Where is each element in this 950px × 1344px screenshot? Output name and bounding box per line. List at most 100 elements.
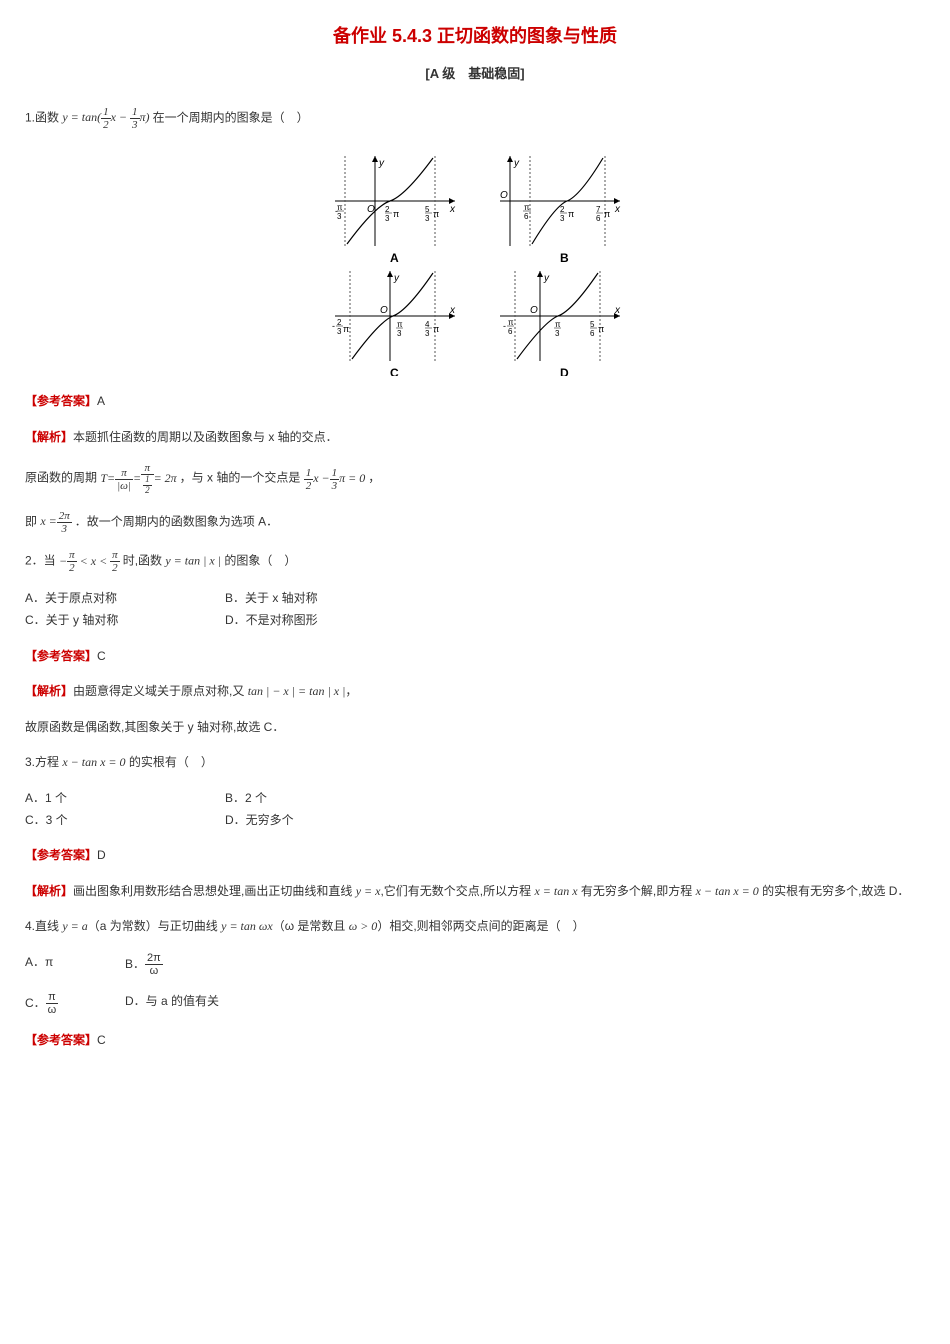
d: 12 — [141, 475, 154, 496]
d: 2 — [67, 562, 77, 574]
q3-exp: 【解析】画出图象利用数形结合思想处理,画出正切曲线和直线 y = x,它们有无数… — [25, 881, 925, 903]
q1-stem-pre: 1.函数 — [25, 110, 62, 124]
d: 2 — [304, 480, 314, 492]
txt: 2．当 — [25, 554, 59, 568]
svg-text:π: π — [524, 203, 530, 212]
d: 3 — [57, 523, 72, 535]
q2-options: A．关于原点对称B．关于 x 轴对称 C．关于 y 轴对称D．不是对称图形 — [25, 588, 925, 631]
svg-text:3: 3 — [385, 214, 390, 223]
opt-a: A．1 个 — [25, 788, 225, 810]
svg-text:2: 2 — [337, 318, 342, 327]
opt-c: C．关于 y 轴对称 — [25, 610, 225, 632]
svg-text:O: O — [367, 204, 375, 215]
txt: ）相交,则相邻两交点间的距离是（ ） — [377, 919, 584, 933]
svg-text:y: y — [393, 273, 400, 284]
q4-answer: 【参考答案】C — [25, 1030, 925, 1052]
question-4: 4.直线 y = a（a 为常数）与正切曲线 y = tan ωx（ω 是常数且… — [25, 916, 925, 938]
svg-text:3: 3 — [337, 212, 342, 221]
exp-text: 本题抓住函数的周期以及函数图象与 x 轴的交点． — [73, 430, 338, 444]
txt: ， — [368, 471, 380, 485]
page-title: 备作业 5.4.3 正切函数的图象与性质 — [25, 20, 925, 52]
svg-text:π: π — [343, 324, 349, 334]
txt: C． — [25, 996, 46, 1010]
svg-text:5: 5 — [425, 205, 430, 214]
svg-text:6: 6 — [590, 329, 595, 338]
opt-b: B．2 个 — [225, 788, 425, 810]
svg-text:6: 6 — [508, 327, 513, 336]
svg-text:O: O — [500, 190, 508, 201]
txt: ，与 x 轴的一个交点是 — [180, 471, 304, 485]
ans-label: 【参考答案】 — [25, 649, 97, 663]
svg-text:π: π — [397, 320, 403, 329]
q2-exp1: 【解析】由题意得定义域关于原点对称,又 tan | − x | = tan | … — [25, 681, 925, 703]
txt: 的实根有（ ） — [126, 755, 213, 769]
txt: 3.方程 — [25, 755, 62, 769]
page-subtitle: [A 级 基础稳固] — [25, 62, 925, 85]
txt: ,它们有无数个交点,所以方程 — [380, 884, 534, 898]
txt: < x < — [77, 554, 111, 568]
opt-b: B．2πω — [125, 952, 325, 977]
eq: y = x — [356, 884, 381, 898]
ans-label: 【参考答案】 — [25, 848, 97, 862]
txt: ．故一个周期内的函数图象为选项 A． — [75, 514, 278, 528]
range: −π2 < x < π2 — [59, 554, 123, 568]
txt: x − — [111, 110, 130, 124]
svg-text:π: π — [508, 318, 514, 327]
txt: 时,函数 — [123, 554, 166, 568]
ans-val: A — [97, 394, 105, 408]
svg-text:4: 4 — [425, 320, 430, 329]
opt-c: C．πω — [25, 991, 125, 1016]
svg-text:-: - — [503, 321, 506, 331]
txt: = 2π — [154, 471, 177, 485]
txt: 即 — [25, 514, 40, 528]
n: 1 — [330, 467, 340, 480]
svg-text:π: π — [598, 324, 604, 334]
svg-text:D: D — [560, 366, 569, 376]
exp-label: 【解析】 — [25, 430, 73, 444]
svg-text:3: 3 — [425, 329, 430, 338]
svg-text:O: O — [530, 305, 538, 316]
svg-text:6: 6 — [524, 212, 529, 221]
exp-label: 【解析】 — [25, 884, 73, 898]
txt: 的实根有无穷多个,故选 D． — [759, 884, 910, 898]
d: 2 — [143, 486, 152, 496]
ans-val: C — [97, 649, 106, 663]
svg-text:π: π — [393, 209, 399, 219]
svg-text:y: y — [513, 158, 520, 169]
q1-exp2: 原函数的周期 T=π|ω|=π12= 2π ，与 x 轴的一个交点是 12x −… — [25, 462, 925, 496]
d: 2 — [110, 562, 120, 574]
txt: π) — [140, 110, 150, 124]
svg-text:x: x — [614, 204, 621, 215]
d: ω — [145, 965, 163, 977]
txt: T= — [100, 471, 115, 485]
root-formula: 12x −13π = 0 — [304, 471, 369, 485]
q1-exp3: 即 x =2π3 ．故一个周期内的函数图象为选项 A． — [25, 510, 925, 535]
cond: ω > 0 — [349, 919, 378, 933]
q2-exp2: 故原函数是偶函数,其图象关于 y 轴对称,故选 C． — [25, 717, 925, 739]
svg-text:6: 6 — [596, 214, 601, 223]
svg-text:-: - — [332, 321, 335, 331]
svg-text:A: A — [390, 251, 399, 265]
ytan: y = tan ωx — [221, 919, 273, 933]
q1-formula: y = tan(12x − 13π) — [62, 110, 152, 124]
n: 2π — [145, 952, 163, 965]
n: π — [115, 467, 133, 480]
exp-label: 【解析】 — [25, 684, 73, 698]
den: 3 — [130, 119, 140, 131]
ans-val: D — [97, 848, 106, 862]
txt: 由题意得定义域关于原点对称,又 — [73, 684, 248, 698]
n: 1 — [304, 467, 314, 480]
n: π — [46, 991, 59, 1004]
question-3: 3.方程 x − tan x = 0 的实根有（ ） — [25, 752, 925, 774]
opt-c: C．3 个 — [25, 810, 225, 832]
svg-text:O: O — [380, 305, 388, 316]
svg-text:3: 3 — [337, 327, 342, 336]
d: ω — [46, 1004, 59, 1016]
ya: y = a — [62, 919, 87, 933]
x-formula: x =2π3 — [40, 514, 74, 528]
ans-label: 【参考答案】 — [25, 1033, 97, 1047]
svg-text:π: π — [337, 203, 343, 212]
svg-text:2: 2 — [560, 205, 565, 214]
svg-text:7: 7 — [596, 205, 601, 214]
q3-options: A．1 个B．2 个 C．3 个D．无穷多个 — [25, 788, 925, 831]
